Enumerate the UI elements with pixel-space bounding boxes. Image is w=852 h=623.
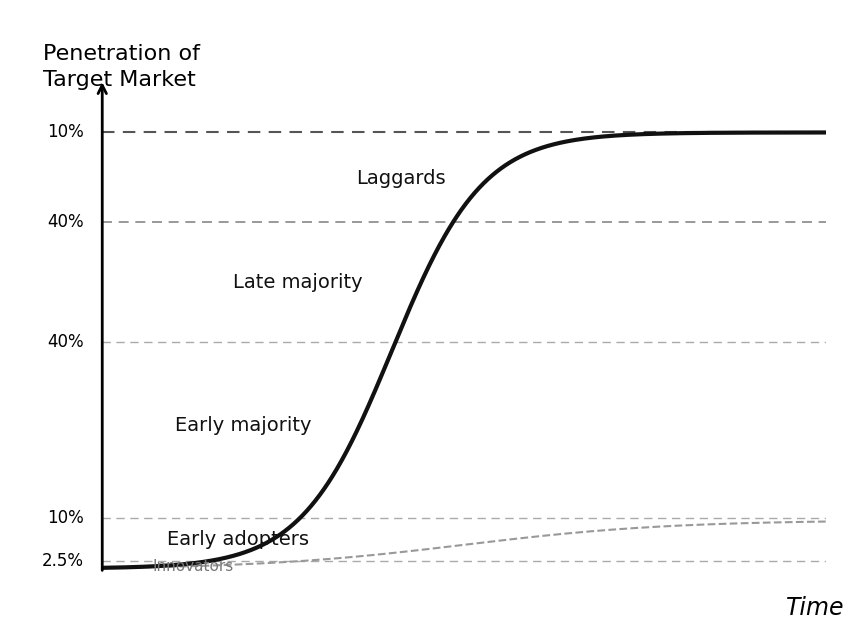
Text: Time: Time	[786, 596, 844, 621]
Text: Early adopters: Early adopters	[167, 530, 309, 548]
Text: Early majority: Early majority	[175, 416, 311, 435]
Text: Innovators: Innovators	[153, 559, 234, 574]
Text: Laggards: Laggards	[356, 169, 446, 188]
Text: 10%: 10%	[48, 509, 84, 527]
Text: Penetration of
Target Market: Penetration of Target Market	[43, 44, 199, 90]
Text: 40%: 40%	[48, 214, 84, 231]
Text: 10%: 10%	[48, 123, 84, 141]
Text: Late majority: Late majority	[233, 273, 362, 292]
Text: 2.5%: 2.5%	[42, 552, 84, 569]
Text: 40%: 40%	[48, 333, 84, 351]
